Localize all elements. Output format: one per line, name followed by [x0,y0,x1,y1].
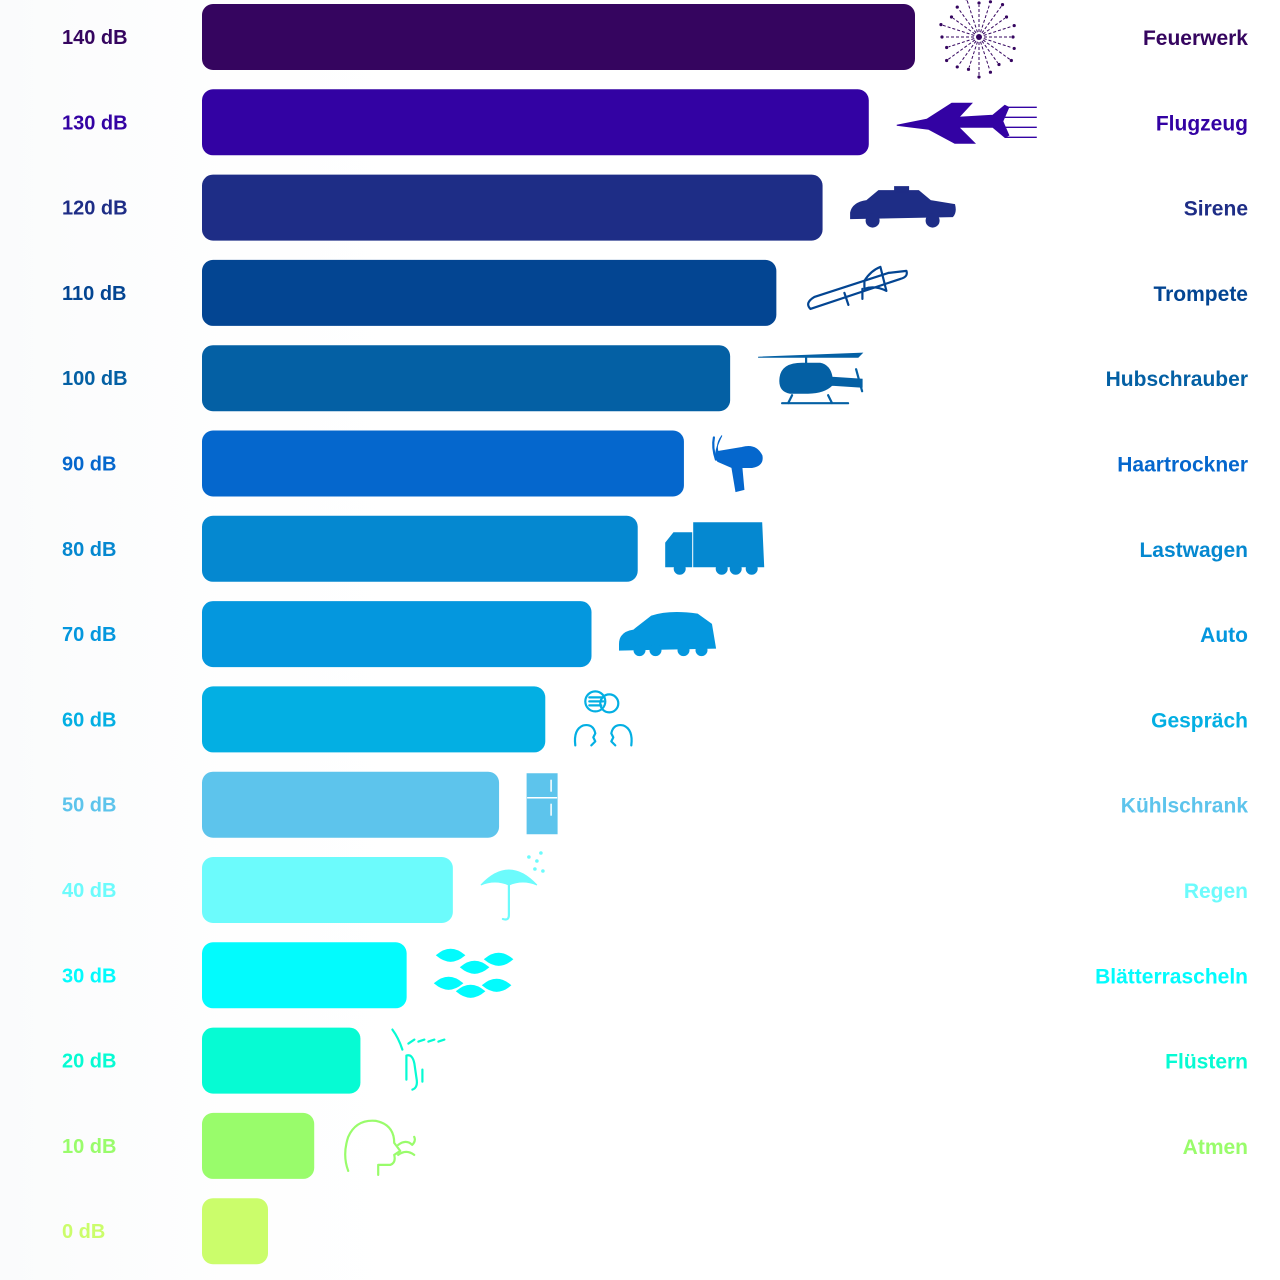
car-icon [619,612,717,657]
source-label: Haartrockner [1117,454,1248,477]
source-label: Hubschrauber [1106,368,1248,391]
conversation-icon [573,690,633,747]
db-label: 140 dB [62,27,128,49]
bar-70-db [202,601,592,668]
bar-100-db [202,345,731,412]
db-label: 50 dB [62,795,116,817]
source-label: Atmen [1183,1136,1248,1159]
source-label: Regen [1184,880,1248,903]
db-label: 80 dB [62,539,116,561]
db-label: 0 dB [62,1221,105,1243]
source-label: Sirene [1184,198,1248,221]
fridge-icon [526,773,558,835]
bar-120-db [202,174,823,241]
source-label: Feuerwerk [1143,27,1248,50]
source-label: Gespräch [1151,709,1248,732]
truck-icon [665,522,765,575]
trombone-icon [807,265,908,310]
leaves-icon [433,948,514,998]
source-label: Lastwagen [1139,539,1248,562]
bar-10-db [202,1112,315,1179]
db-label: 120 dB [62,198,128,220]
bar-50-db [202,771,500,838]
db-label: 110 dB [62,283,126,305]
source-label: Flüstern [1165,1051,1248,1074]
source-label: Kühlschrank [1121,795,1249,818]
jet-plane-icon [896,102,1037,144]
bar-140-db [202,4,915,70]
bar-60-db [202,686,546,753]
hair-dryer-icon [712,435,763,493]
bar-40-db [202,857,453,923]
source-label: Trompete [1153,283,1248,306]
db-label: 40 dB [62,880,116,902]
db-label: 10 dB [62,1136,116,1158]
bar-30-db [202,942,407,1009]
breathing-icon [344,1119,416,1177]
db-label: 130 dB [62,112,128,134]
db-label: 70 dB [62,624,116,646]
db-label: 20 dB [62,1051,116,1073]
bar-20-db [202,1027,361,1094]
source-label: Auto [1200,624,1248,647]
bar-90-db [202,430,684,497]
bar-130-db [202,89,869,156]
police-car-icon [850,186,956,228]
bar-80-db [202,515,638,582]
bar-0-db [202,1198,268,1265]
source-label: Blätterrascheln [1095,965,1248,988]
db-label: 90 dB [62,454,116,476]
db-label: 30 dB [62,965,116,987]
bar-110-db [202,259,777,326]
whisper-icon [391,1028,446,1091]
db-label: 100 dB [62,368,128,390]
helicopter-icon [758,352,864,405]
rain-umbrella-icon [480,851,545,921]
db-label: 60 dB [62,709,116,731]
source-label: Flugzeug [1156,112,1248,135]
